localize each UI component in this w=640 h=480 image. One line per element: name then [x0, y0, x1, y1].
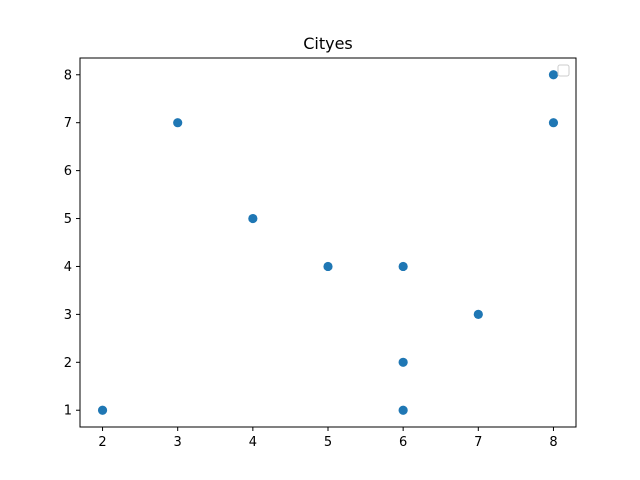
x-tick-label: 6 — [399, 435, 407, 450]
scatter-point — [323, 261, 333, 272]
scatter-point — [173, 118, 183, 128]
x-tick-label: 7 — [474, 435, 482, 450]
scatter-point — [398, 357, 408, 367]
x-tick-label: 3 — [174, 435, 182, 450]
scatter-point — [97, 405, 108, 415]
y-tick-label: 8 — [64, 68, 72, 83]
y-tick-label: 7 — [64, 116, 72, 131]
scatter-point — [398, 261, 408, 272]
scatter-point — [398, 405, 408, 415]
y-tick-label: 1 — [64, 404, 72, 419]
ticks-layer: 2 3 4 5 6 7 8 1 2 3 4 5 6 7 8 — [64, 68, 558, 450]
x-tick-label: 2 — [98, 435, 106, 450]
legend-box — [557, 64, 570, 77]
y-tick-label: 5 — [64, 212, 72, 227]
scatter-point — [548, 118, 559, 128]
y-tick-label: 2 — [64, 356, 72, 371]
scatter-point — [548, 70, 559, 80]
scatter-point — [473, 309, 483, 319]
plot-frame — [79, 57, 577, 428]
x-tick-label: 8 — [549, 435, 557, 450]
scatter-point — [248, 213, 258, 224]
points-layer — [97, 70, 559, 415]
y-tick-label: 4 — [64, 260, 72, 275]
x-tick-label: 4 — [249, 435, 257, 450]
y-tick-label: 6 — [64, 164, 72, 179]
y-tick-label: 3 — [64, 308, 72, 323]
legend — [557, 64, 570, 77]
x-tick-label: 5 — [324, 435, 332, 450]
chart-title: Cityes — [303, 34, 353, 53]
